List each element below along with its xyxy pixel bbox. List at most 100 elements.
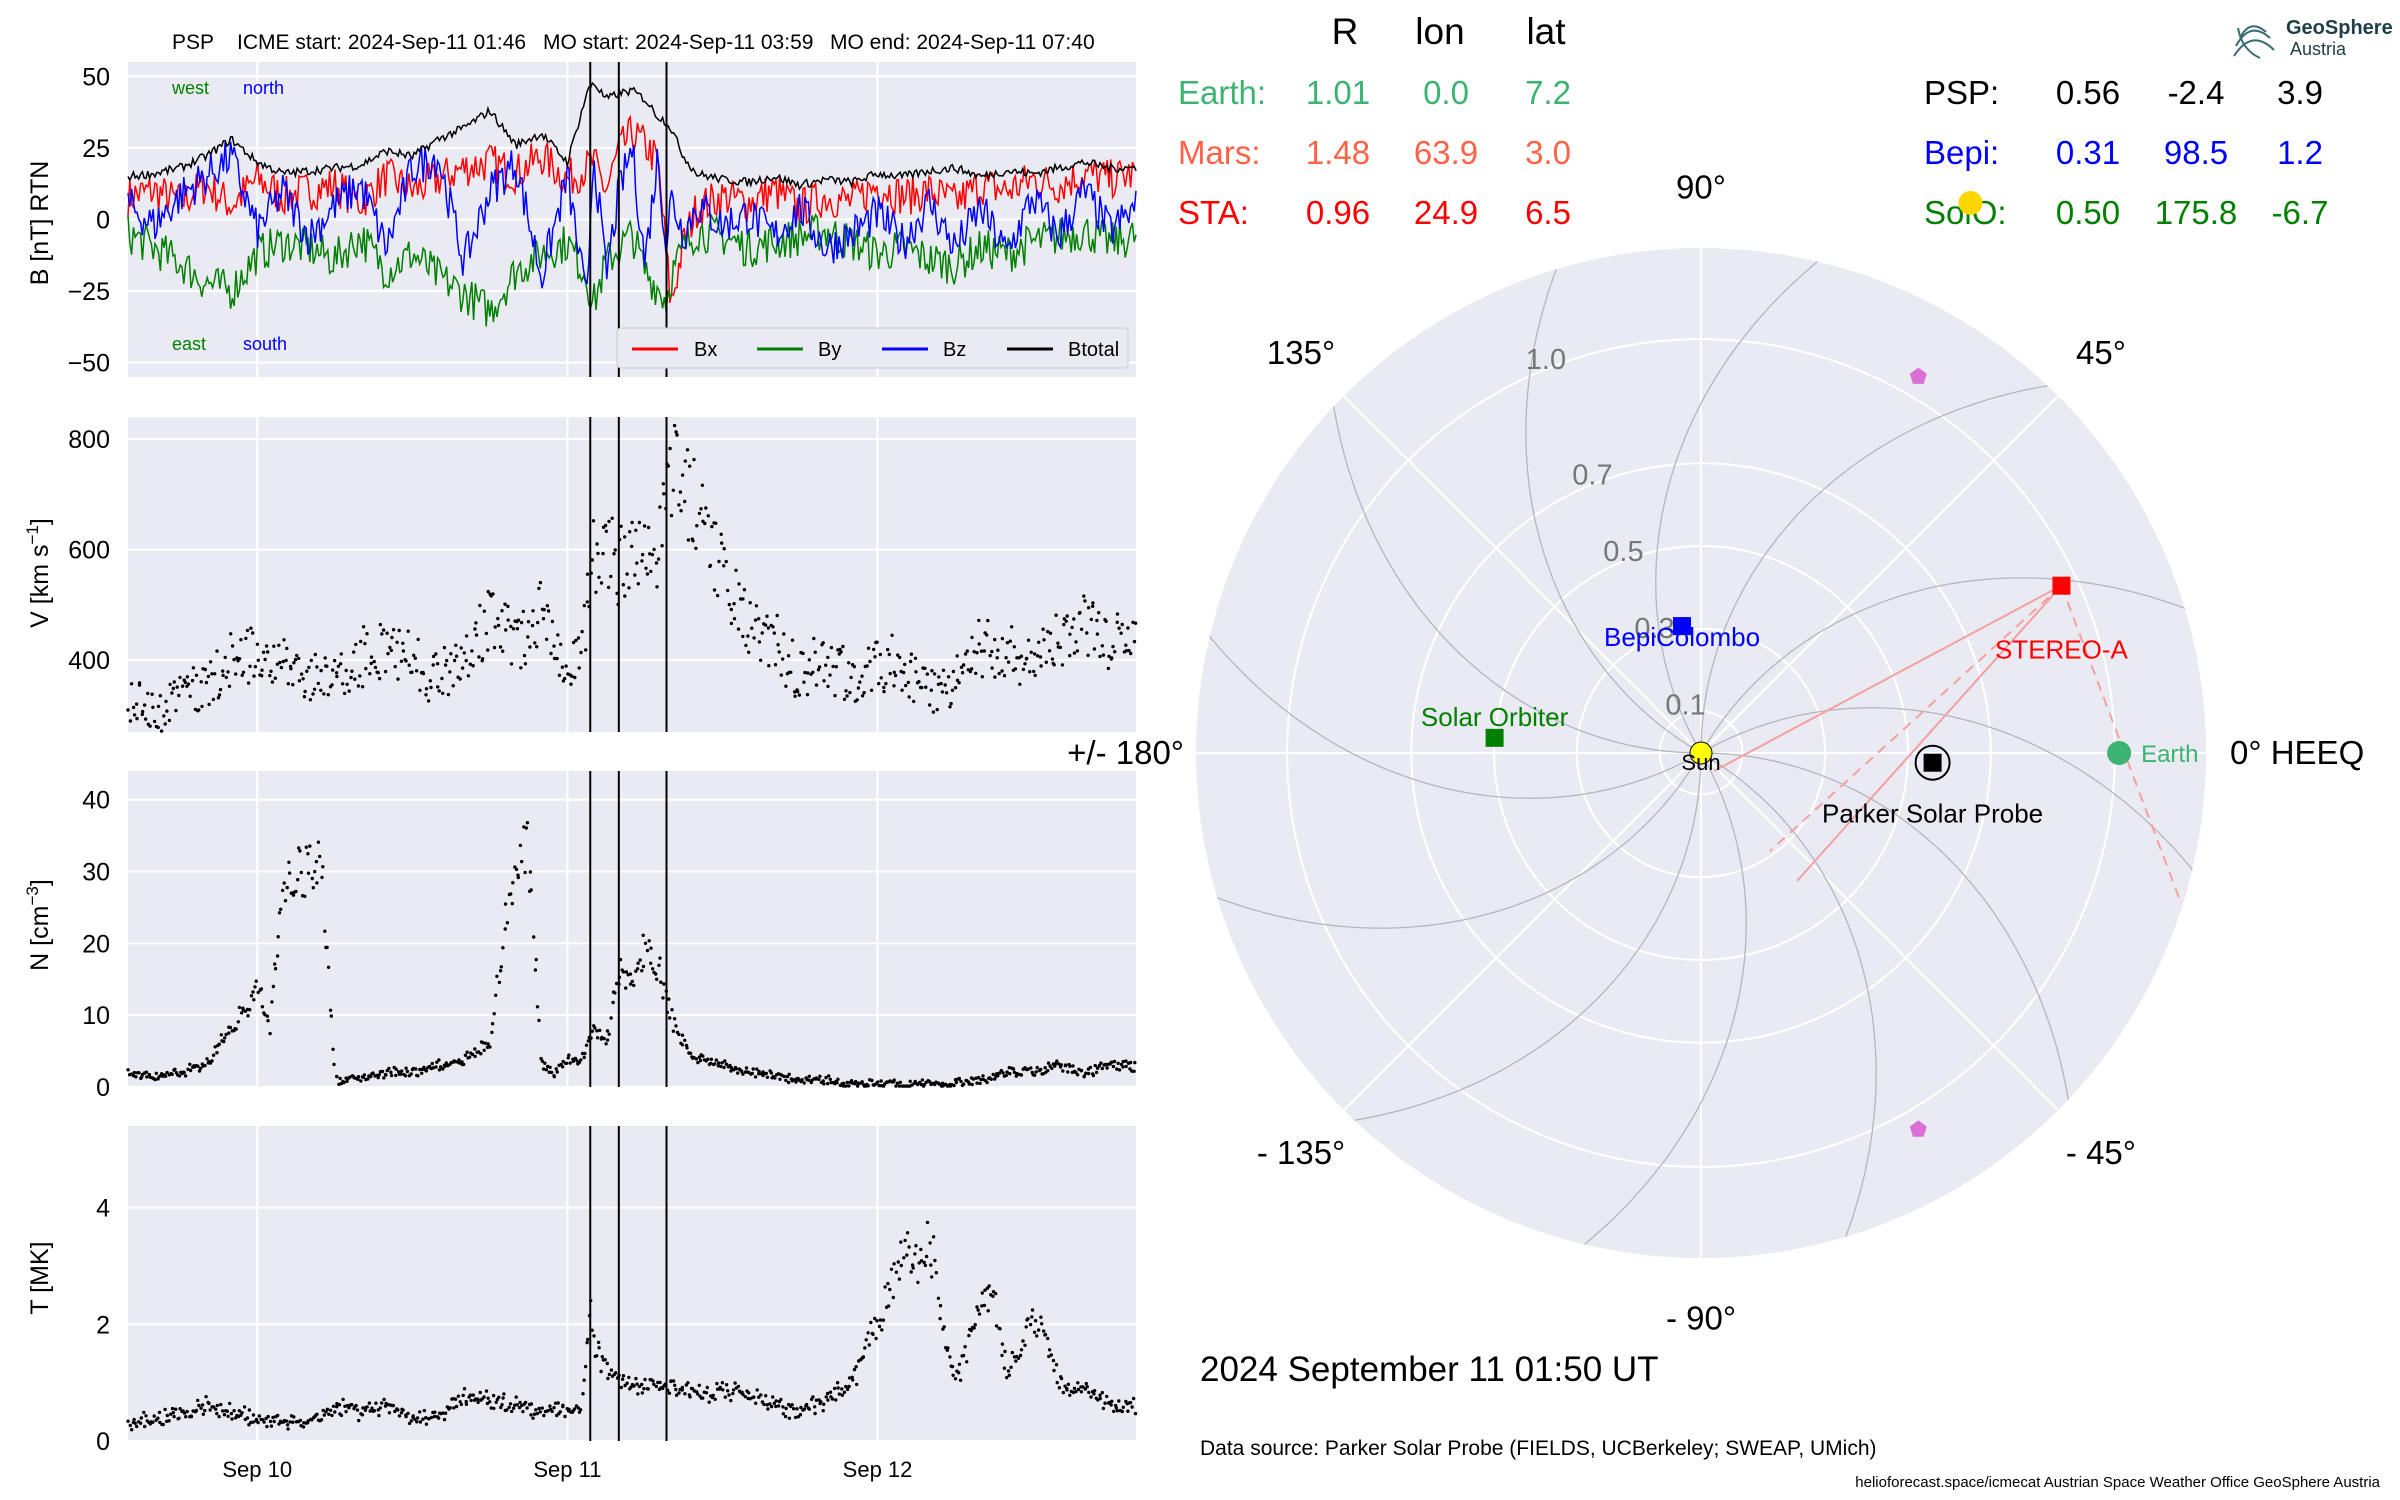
spiral-line: [1525, 248, 1702, 754]
logo-line-1: GeoSphere: [2286, 17, 2393, 39]
table-row-name: PSP:: [1924, 74, 1999, 111]
table-row-lat: 3.9: [2277, 74, 2323, 111]
y-tick-label: −25: [68, 278, 110, 306]
stereo-a-label: STEREO-A: [1995, 635, 2129, 665]
y-tick-label: 800: [68, 426, 110, 454]
temperature-panel: 0 2 4: [96, 1126, 1138, 1456]
spiral-line: [1655, 248, 1844, 754]
sun-marker: [1689, 741, 1713, 765]
magnetic-field-panel: −50 −25 0 25 50: [68, 62, 1137, 378]
plot-background: [128, 1126, 1136, 1441]
table-row-lat: 1.2: [2277, 134, 2323, 171]
y-tick-label: 20: [82, 930, 110, 958]
y-tick-label: 0: [96, 1428, 110, 1456]
table-row-r: 0.50: [2056, 194, 2120, 231]
sta-dashed-line: [1769, 584, 2063, 852]
table-row-r: 1.48: [1306, 134, 1370, 171]
legend-box: [616, 327, 1129, 369]
time-axis-ticks: Sep 10 Sep 11 Sep 12: [222, 1457, 912, 1482]
parker-solar-probe-marker: [1923, 753, 1942, 772]
y-tick-label: 25: [82, 135, 110, 163]
bepicolombo-marker: [1673, 617, 1692, 636]
angle-tick-label: - 90°: [1666, 1300, 1736, 1337]
header-mo-start: MO start: 2024-Sep-11 03:59: [543, 31, 813, 54]
y-tick-label: 50: [82, 63, 110, 91]
b-ylabel: B [nT] RTN: [26, 161, 54, 286]
b-legend: Bx By Bz Btotal: [616, 327, 1129, 369]
y-tick-label: 40: [82, 787, 110, 815]
y-tick-label: −50: [68, 350, 110, 378]
table-row-lon: 175.8: [2155, 194, 2238, 231]
table-row-r: 0.56: [2056, 74, 2120, 111]
table-row-lat: -6.7: [2272, 194, 2329, 231]
data-points: [126, 1220, 1138, 1432]
y-tick-label: 600: [68, 537, 110, 565]
spiral-line: [1700, 707, 2206, 896]
velocity-panel: 400 600 800: [68, 417, 1138, 733]
density-panel: 0 10 20 30 40: [82, 771, 1137, 1102]
geosphere-logo: GeoSphere Austria: [2233, 17, 2393, 59]
angle-tick-label: 135°: [1267, 334, 1335, 371]
angle-tick-label: - 45°: [2066, 1134, 2136, 1171]
n-ylabel: N [cm−3]: [23, 879, 54, 971]
footer-data-source: Data source: Parker Solar Probe (FIELDS,…: [1200, 1437, 1877, 1460]
table-row-lon: 98.5: [2164, 134, 2228, 171]
bepicolombo-label: BepiColombo: [1604, 622, 1760, 652]
r-tick-label: 0.3: [1634, 613, 1674, 645]
table-row-r: 0.96: [1306, 194, 1370, 231]
spiral-line: [1700, 752, 1877, 1258]
table-row-lon: -2.4: [2168, 74, 2225, 111]
series-bx: [127, 114, 1137, 304]
parker-solar-probe-label: Parker Solar Probe: [1822, 799, 2043, 829]
pentagon-marker: [1909, 1120, 1927, 1137]
table-row-lon: 63.9: [1414, 134, 1478, 171]
polar-orbit-map: 0.1 0.3 0.5 0.7 1.0 0° HEEQ 45° 90° 135° +/- 180°…: [1067, 168, 2364, 1336]
header-mo-end: MO end: 2024-Sep-11 07:40: [830, 31, 1095, 54]
angle-tick-label: 90°: [1676, 168, 1726, 205]
annotation-east: east: [172, 334, 206, 354]
legend-label-by: By: [818, 339, 841, 361]
angle-gridline: [1343, 395, 1702, 754]
series-by: [127, 212, 1137, 327]
table-row-r: 1.01: [1306, 74, 1370, 111]
header-icme-start: ICME start: 2024-Sep-11 01:46: [237, 31, 526, 54]
sta-line: [1796, 585, 2063, 882]
angle-gridline: [1343, 752, 1702, 1111]
pentagon-marker: [1909, 367, 1927, 384]
table-row-lat: 3.0: [1525, 134, 1571, 171]
sta-sun-line: [1713, 584, 2062, 772]
earth-label: Earth: [2141, 741, 2198, 768]
series-btotal: [127, 81, 1137, 191]
spiral-line: [1558, 752, 1747, 1258]
table-header-r: R: [1332, 11, 1359, 52]
angle-gridline: [1700, 395, 2059, 754]
spiral-line: [1322, 752, 1702, 1126]
x-tick-label: Sep 10: [222, 1457, 292, 1482]
r-tick-label: 0.7: [1572, 459, 1612, 491]
r-tick-label: 0.5: [1603, 536, 1643, 568]
legend-label-btotal: Btotal: [1068, 339, 1119, 361]
solar-orbiter-marker: [1485, 728, 1504, 747]
table-row-name: Mars:: [1178, 134, 1261, 171]
table-right-rows: PSP:0.56-2.43.9Bepi:0.3198.51.2SolO:0.50…: [1924, 74, 2328, 231]
annotation-south: south: [243, 334, 287, 354]
solar-orbiter-label: Solar Orbiter: [1421, 702, 1569, 732]
r-tick-label: 0.1: [1665, 690, 1705, 722]
table-row-name: Earth:: [1178, 74, 1266, 111]
table-header-lon: lon: [1415, 11, 1464, 52]
logo-swirl-icon: [2233, 25, 2275, 59]
table-row-name: Bepi:: [1924, 134, 1999, 171]
angle-tick-label: 0° HEEQ: [2230, 734, 2364, 771]
sun-label: Sun: [1681, 750, 1720, 775]
plot-background: [128, 417, 1136, 732]
spiral-line: [1700, 752, 2074, 1132]
table-header-lat: lat: [1526, 11, 1566, 52]
logo-line-2: Austria: [2290, 39, 2347, 59]
annotation-north: north: [243, 78, 284, 98]
angle-tick-label: +/- 180°: [1067, 734, 1184, 771]
v-ylabel: V [km s−1]: [23, 518, 54, 628]
table-row-name: STA:: [1178, 194, 1249, 231]
table-row-lon: 0.0: [1423, 74, 1469, 111]
series-bz: [127, 141, 1137, 289]
